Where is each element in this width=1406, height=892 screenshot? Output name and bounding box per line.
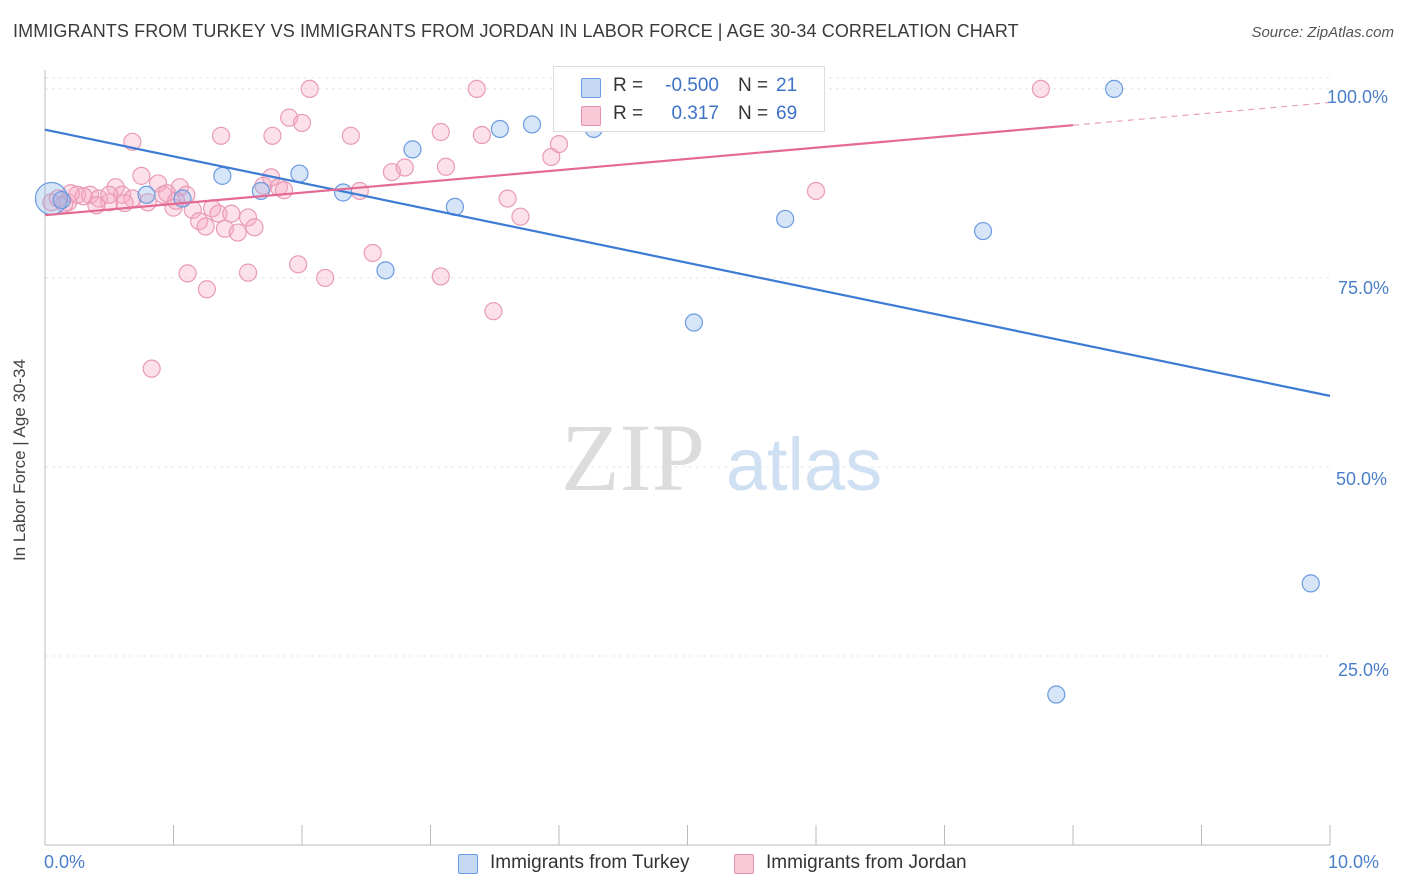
- correlation-legend: R = -0.500 N = 21 R = 0.317 N = 69: [553, 66, 825, 132]
- jordan-trend-line-extension: [1072, 101, 1331, 126]
- y-tick-label-100: 100.0%: [1327, 87, 1389, 107]
- jordan-point: [106, 178, 125, 197]
- jordan-point: [431, 122, 450, 142]
- jordan-point: [472, 125, 491, 145]
- bottom-legend-swatch-jordan: [734, 854, 754, 874]
- watermark-zip: ZIP: [561, 404, 705, 511]
- jordan-point: [178, 264, 197, 283]
- jordan-point: [142, 359, 161, 378]
- y-tick-label-25: 25.0%: [1338, 660, 1390, 680]
- jordan-point: [238, 208, 258, 227]
- jordan-point: [498, 189, 517, 208]
- jordan-point: [274, 181, 294, 200]
- x-tick-label-min: 0.0%: [44, 852, 86, 872]
- chart-source: Source: ZipAtlas.com: [1251, 24, 1394, 41]
- turkey-point: [1301, 574, 1320, 593]
- watermark: ZIP atlas: [561, 404, 882, 511]
- jordan-point: [363, 243, 382, 263]
- jordan-point: [209, 204, 228, 223]
- turkey-point: [376, 261, 395, 280]
- jordan-point: [431, 267, 450, 286]
- turkey-point: [490, 119, 509, 139]
- turkey-point: [973, 221, 993, 241]
- turkey-point: [290, 164, 309, 183]
- turkey-point: [213, 166, 232, 185]
- jordan-point: [511, 207, 530, 226]
- y-tick-label-50: 50.0%: [1336, 469, 1388, 489]
- jordan-point: [61, 184, 80, 203]
- turkey-point: [52, 190, 71, 210]
- turkey-point: [776, 209, 795, 229]
- jordan-point: [1031, 79, 1050, 99]
- axes: [44, 70, 1331, 846]
- jordan-trend-line: [44, 124, 1074, 217]
- legend-swatch-turkey: [581, 78, 601, 98]
- turkey-point: [522, 115, 542, 134]
- legend-row-jordan: R = 0.317 N = 69: [554, 101, 824, 129]
- jordan-point: [316, 268, 335, 288]
- jordan-point: [222, 204, 241, 223]
- jordan-point: [228, 223, 247, 242]
- jordan-point: [467, 79, 486, 99]
- trendlines: [44, 101, 1331, 397]
- legend-n-label: N =: [738, 75, 769, 96]
- turkey-point: [1105, 79, 1124, 99]
- jordan-point: [263, 126, 282, 145]
- gridlines: [45, 77, 1330, 657]
- bottom-legend-label-jordan: Immigrants from Jordan: [766, 852, 967, 873]
- jordan-point: [245, 218, 264, 237]
- jordan-point: [395, 158, 414, 177]
- jordan-point: [549, 134, 569, 154]
- jordan-point: [80, 185, 100, 204]
- jordan-points: [42, 79, 1050, 378]
- legend-n-label: N =: [738, 103, 769, 124]
- jordan-point: [100, 185, 119, 204]
- jordan-point: [292, 113, 312, 133]
- chart-title: IMMIGRANTS FROM TURKEY VS IMMIGRANTS FRO…: [13, 21, 1019, 41]
- turkey-point: [403, 140, 422, 159]
- watermark-atlas: atlas: [726, 423, 882, 506]
- legend-r-value-jordan: 0.317: [671, 103, 719, 124]
- turkey-point: [1047, 685, 1066, 704]
- bottom-legend-label-turkey: Immigrants from Turkey: [490, 852, 690, 873]
- jordan-point: [484, 302, 503, 321]
- turkey-point: [137, 185, 156, 204]
- legend-n-value-jordan: 69: [776, 103, 798, 124]
- turkey-trend-line: [44, 128, 1331, 397]
- turkey-points: [34, 79, 1320, 704]
- jordan-point: [211, 126, 231, 145]
- legend-swatch-jordan: [581, 106, 601, 126]
- jordan-point: [806, 181, 826, 201]
- jordan-point: [341, 126, 360, 145]
- jordan-point: [197, 280, 217, 299]
- legend-r-value-turkey: -0.500: [665, 75, 719, 96]
- legend-n-value-turkey: 21: [776, 75, 798, 96]
- turkey-point: [684, 313, 704, 332]
- jordan-point: [436, 157, 456, 176]
- y-axis-label: In Labor Force | Age 30-34: [10, 359, 29, 561]
- x-tick-label-max: 10.0%: [1328, 852, 1380, 872]
- jordan-point: [238, 263, 258, 282]
- legend-r-label: R =: [613, 75, 644, 96]
- jordan-point: [132, 166, 151, 185]
- jordan-point: [289, 255, 308, 274]
- legend-r-label: R =: [613, 103, 644, 124]
- jordan-point: [196, 217, 215, 236]
- legend-row-turkey: R = -0.500 N = 21: [554, 73, 824, 101]
- jordan-point: [300, 79, 319, 99]
- y-tick-label-75: 75.0%: [1338, 278, 1390, 298]
- bottom-legend-swatch-turkey: [458, 854, 478, 874]
